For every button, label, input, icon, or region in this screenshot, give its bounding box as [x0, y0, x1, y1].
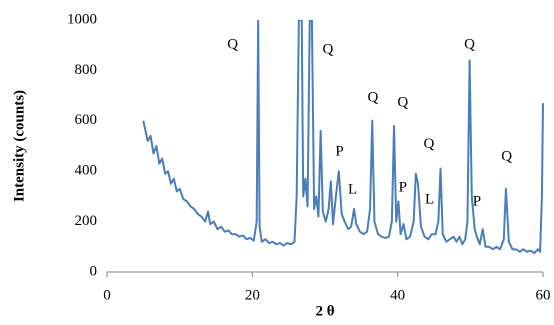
- x-tick-label: 0: [103, 287, 111, 303]
- y-tick-label: 800: [75, 62, 98, 78]
- x-tick-label: 20: [245, 287, 260, 303]
- annotation: Q: [423, 136, 434, 152]
- y-tick-label: 0: [90, 263, 98, 279]
- annotation: P: [335, 143, 343, 159]
- x-tick-label: 60: [536, 287, 551, 303]
- annotation: P: [399, 180, 407, 196]
- y-tick-label: 400: [75, 163, 98, 179]
- y-tick-label: 1000: [67, 11, 97, 27]
- y-tick-label: 600: [75, 112, 98, 128]
- y-axis-label: Intensity (counts): [11, 90, 27, 202]
- annotation: Q: [397, 95, 408, 111]
- annotation: P: [473, 193, 481, 209]
- annotation: Q: [322, 42, 333, 58]
- x-axis-label: 2 θ: [315, 303, 334, 319]
- annotation: Q: [227, 37, 238, 53]
- data-line: [142, 20, 544, 255]
- y-tick-label: 200: [75, 213, 98, 229]
- annotation: L: [348, 182, 357, 198]
- annotation: L: [425, 192, 434, 208]
- x-tick-label: 40: [390, 287, 405, 303]
- annotation: Q: [501, 149, 512, 165]
- annotation: Q: [464, 37, 475, 53]
- annotation: Q: [368, 90, 379, 106]
